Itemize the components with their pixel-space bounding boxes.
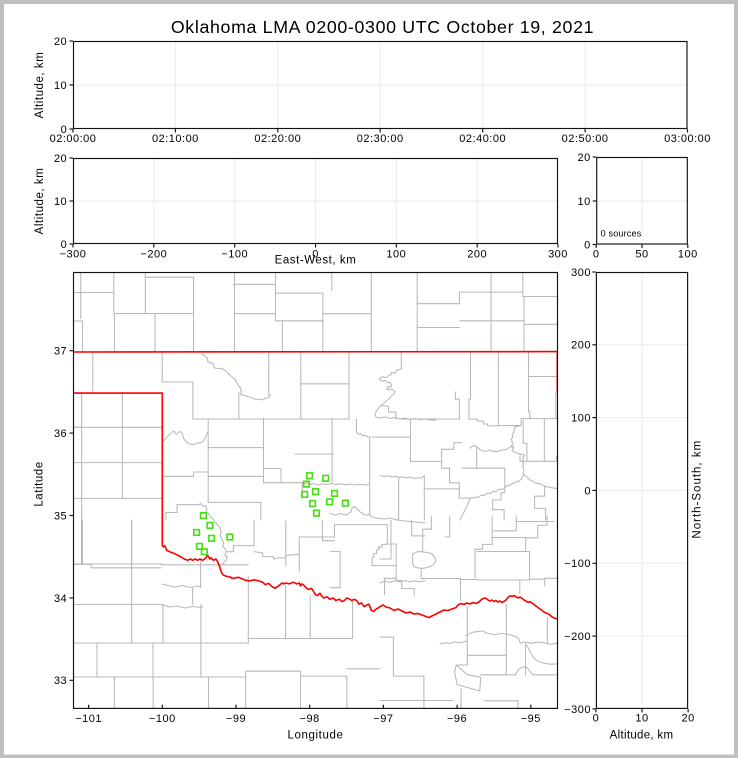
svg-text:200: 200	[467, 248, 487, 260]
svg-text:−300: −300	[564, 704, 591, 716]
svg-text:0: 0	[312, 248, 319, 260]
svg-text:02:40:00: 02:40:00	[459, 133, 506, 145]
svg-text:−101: −101	[75, 713, 102, 725]
svg-text:100: 100	[571, 413, 591, 425]
svg-text:20: 20	[54, 36, 67, 48]
svg-text:0 sources: 0 sources	[601, 228, 642, 238]
svg-text:0: 0	[593, 713, 600, 725]
svg-text:300: 300	[571, 267, 591, 279]
svg-text:North-South, km: North-South, km	[692, 440, 704, 539]
svg-text:Altitude, km: Altitude, km	[610, 729, 674, 741]
svg-text:33: 33	[54, 675, 67, 687]
svg-text:0: 0	[584, 239, 591, 251]
svg-text:−200: −200	[140, 248, 167, 260]
svg-text:East-West, km: East-West, km	[275, 255, 357, 267]
svg-text:−300: −300	[60, 248, 87, 260]
svg-text:−100: −100	[149, 713, 176, 725]
svg-text:0: 0	[593, 248, 600, 260]
svg-text:−95: −95	[521, 713, 541, 725]
svg-text:Latitude: Latitude	[34, 461, 46, 506]
svg-text:35: 35	[54, 510, 67, 522]
svg-text:03:00:00: 03:00:00	[664, 133, 711, 145]
svg-text:20: 20	[578, 152, 591, 164]
svg-text:0: 0	[61, 239, 68, 251]
svg-text:−200: −200	[564, 631, 591, 643]
svg-text:0: 0	[584, 485, 591, 497]
svg-text:37: 37	[54, 346, 67, 358]
svg-text:10: 10	[635, 713, 648, 725]
svg-text:20: 20	[681, 713, 694, 725]
svg-text:0: 0	[61, 124, 68, 136]
svg-text:100: 100	[386, 248, 406, 260]
svg-text:02:20:00: 02:20:00	[254, 133, 301, 145]
svg-text:02:50:00: 02:50:00	[562, 133, 609, 145]
svg-text:200: 200	[571, 340, 591, 352]
svg-text:02:10:00: 02:10:00	[152, 133, 199, 145]
svg-text:−98: −98	[300, 713, 320, 725]
svg-text:Longitude: Longitude	[288, 729, 344, 741]
svg-text:Altitude, km: Altitude, km	[34, 168, 46, 235]
svg-text:−97: −97	[373, 713, 393, 725]
svg-text:34: 34	[54, 593, 67, 605]
svg-text:100: 100	[678, 248, 698, 260]
svg-text:−100: −100	[564, 558, 591, 570]
svg-text:20: 20	[54, 153, 67, 165]
svg-text:−99: −99	[226, 713, 246, 725]
svg-text:02:00:00: 02:00:00	[50, 133, 97, 145]
svg-text:300: 300	[548, 248, 568, 260]
svg-text:10: 10	[54, 80, 67, 92]
svg-text:Oklahoma LMA 0200-0300 UTC Oct: Oklahoma LMA 0200-0300 UTC October 19, 2…	[171, 17, 594, 37]
svg-text:−96: −96	[447, 713, 467, 725]
svg-text:10: 10	[54, 196, 67, 208]
svg-text:Altitude, km: Altitude, km	[34, 52, 46, 119]
svg-text:−100: −100	[221, 248, 248, 260]
svg-text:50: 50	[635, 248, 648, 260]
svg-text:10: 10	[578, 196, 591, 208]
svg-text:02:30:00: 02:30:00	[357, 133, 404, 145]
svg-text:36: 36	[54, 428, 67, 440]
